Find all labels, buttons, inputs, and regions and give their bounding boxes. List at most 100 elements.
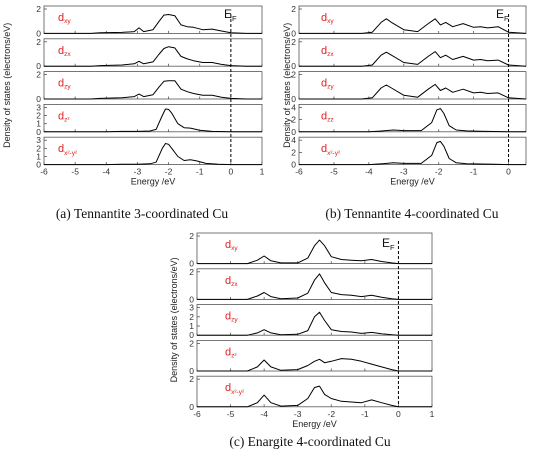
orbital-label: dxy [321, 12, 334, 25]
orbital-subscript: xy [327, 18, 334, 25]
y-tick-label: 2 [189, 267, 194, 277]
y-tick-label: 3 [36, 135, 41, 145]
y-tick-label: 0 [189, 259, 194, 269]
x-tick-label: -6 [40, 167, 48, 177]
x-tick-label: -3 [134, 167, 142, 177]
orbital-subscript: zx [64, 51, 71, 58]
panel-frame [298, 136, 527, 165]
y-tick-label: 2 [291, 115, 296, 125]
x-tick-label: -6 [295, 167, 303, 177]
y-axis-label: Density of states (electrons/eV) [169, 257, 179, 382]
fermi-subscript: F [390, 243, 395, 252]
panel-d-4: 0 2 dz² [189, 338, 433, 376]
panel-frame [196, 268, 433, 300]
panel-frame [298, 104, 527, 133]
figure-caption: (b) Tennantite 4-coordinated Cu [325, 206, 498, 221]
x-tick-label: 1 [430, 409, 435, 419]
x-tick-label: -4 [365, 167, 373, 177]
x-axis-label: Energy /eV [131, 177, 176, 187]
y-tick-label: 2 [189, 374, 194, 384]
y-tick-label: 0 [291, 94, 296, 104]
y-tick-label: 2 [291, 37, 296, 47]
x-tick-label: -2 [165, 167, 173, 177]
x-tick-label: -1 [196, 167, 204, 177]
orbital-subscript: zx [327, 51, 334, 58]
y-tick-label: 0 [189, 366, 194, 376]
dos-curve-dxy [197, 239, 432, 265]
panel-frame [196, 232, 433, 265]
y-tick-label: 2 [291, 4, 296, 14]
panel-frame [43, 104, 263, 133]
y-tick-label: 3 [189, 303, 194, 313]
y-axis-label: Density of states (electrons/eV) [282, 23, 292, 148]
orbital-subscript: x²-y² [64, 150, 78, 157]
fermi-label: EF [224, 7, 237, 23]
panel-frame [196, 375, 433, 408]
orbital-label: dxy [58, 12, 71, 25]
x-tick-label: 0 [396, 409, 401, 419]
orbital-subscript: zx [231, 281, 238, 288]
y-tick-label: 1 [189, 321, 194, 331]
x-axis-label: Energy /eV [390, 177, 435, 187]
y-tick-label: 2 [36, 143, 41, 153]
y-tick-label: 2 [36, 111, 41, 121]
y-tick-label: 0 [36, 94, 41, 104]
orbital-subscript: z² [64, 116, 70, 123]
y-tick-label: 0 [291, 127, 296, 137]
orbital-label: dzy [321, 78, 334, 91]
orbital-subscript: zy [64, 84, 71, 91]
orbital-label: dzy [58, 78, 71, 91]
orbital-label: dx²-y² [58, 143, 78, 157]
panel-frame [43, 5, 263, 34]
orbital-subscript: zy [327, 84, 334, 91]
x-tick-label: -5 [330, 167, 338, 177]
panel-frame [298, 71, 527, 100]
x-axis-label: Energy /eV [292, 419, 337, 429]
orbital-subscript: x²-y² [327, 150, 341, 157]
panel-frame [298, 38, 527, 67]
fermi-subscript: F [232, 14, 237, 23]
x-tick-label: -5 [227, 409, 235, 419]
y-tick-label: 2 [36, 70, 41, 80]
x-tick-label: -5 [71, 167, 79, 177]
dos-curve-dx²-y² [44, 143, 262, 166]
orbital-label: dz² [58, 110, 70, 123]
x-tick-label: -1 [361, 409, 369, 419]
x-tick-label: -6 [193, 409, 201, 419]
dos-curve-dzx [299, 51, 527, 67]
y-tick-label: 0 [36, 28, 41, 38]
panel-d-2: 0 2 dzx [189, 267, 433, 304]
orbital-label: dzz [321, 110, 334, 123]
dos-curve-dzx [197, 273, 432, 300]
y-tick-label: 2 [189, 338, 194, 348]
x-tick-label: -4 [103, 167, 111, 177]
y-tick-label: 0 [189, 330, 194, 340]
panel-d-5: 0 2 dx²-y² [189, 374, 433, 412]
dos-curve-dxy [299, 18, 527, 34]
panel-d-2: 0 2 dzx [291, 37, 527, 71]
y-tick-label: 0 [36, 160, 41, 170]
y-tick-label: 0 [36, 127, 41, 137]
orbital-label: dx²-y² [225, 382, 245, 396]
x-tick-label: -2 [328, 409, 336, 419]
fermi-subscript: F [504, 14, 509, 23]
panel-frame [298, 5, 527, 34]
panel-d-3: 0 2 dzy [291, 70, 527, 104]
panel-d-1: 0 2 dxy [291, 4, 527, 38]
orbital-label: dz² [225, 346, 237, 359]
x-tick-label: -2 [435, 167, 443, 177]
dos-curve-dz² [44, 108, 262, 133]
y-tick-label: 3 [36, 102, 41, 112]
orbital-label: dx²-y² [321, 143, 341, 157]
fermi-label: EF [496, 7, 509, 23]
orbital-subscript: z² [231, 352, 237, 359]
y-tick-label: 2 [291, 147, 296, 157]
y-tick-label: 0 [36, 61, 41, 71]
x-tick-label: -1 [470, 167, 478, 177]
dos-curve-dzy [197, 311, 432, 336]
